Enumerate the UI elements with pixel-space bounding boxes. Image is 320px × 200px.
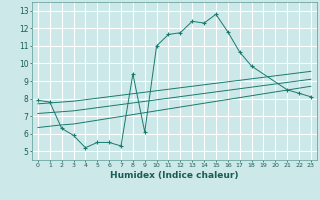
X-axis label: Humidex (Indice chaleur): Humidex (Indice chaleur) <box>110 171 239 180</box>
